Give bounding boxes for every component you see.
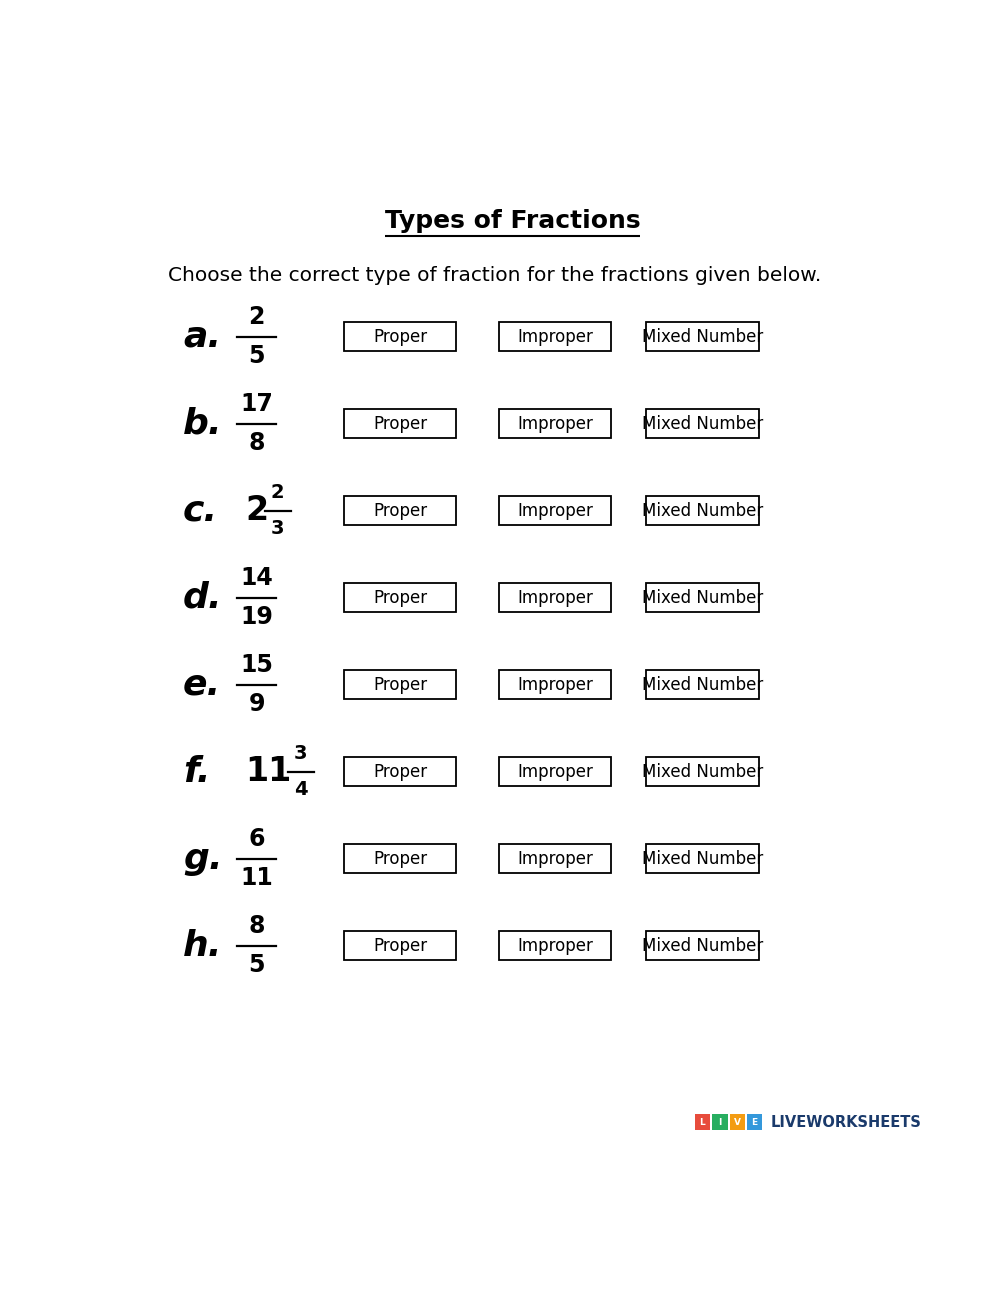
FancyBboxPatch shape bbox=[695, 1114, 710, 1130]
Text: Improper: Improper bbox=[517, 502, 593, 520]
Text: h.: h. bbox=[183, 928, 223, 963]
FancyBboxPatch shape bbox=[344, 844, 456, 873]
Text: Improper: Improper bbox=[517, 328, 593, 346]
FancyBboxPatch shape bbox=[499, 584, 611, 612]
Text: 4: 4 bbox=[294, 780, 308, 799]
Text: V: V bbox=[734, 1118, 741, 1127]
FancyBboxPatch shape bbox=[499, 931, 611, 961]
Text: a.: a. bbox=[183, 320, 221, 354]
Text: 2: 2 bbox=[271, 483, 284, 502]
FancyBboxPatch shape bbox=[730, 1114, 745, 1130]
Text: Choose the correct type of fraction for the fractions given below.: Choose the correct type of fraction for … bbox=[168, 266, 821, 284]
Text: 17: 17 bbox=[240, 392, 273, 417]
FancyBboxPatch shape bbox=[499, 670, 611, 700]
FancyBboxPatch shape bbox=[499, 409, 611, 438]
FancyBboxPatch shape bbox=[646, 757, 759, 786]
FancyBboxPatch shape bbox=[499, 496, 611, 525]
Text: Proper: Proper bbox=[373, 849, 427, 868]
FancyBboxPatch shape bbox=[646, 670, 759, 700]
Text: Mixed Number: Mixed Number bbox=[642, 937, 763, 955]
FancyBboxPatch shape bbox=[344, 584, 456, 612]
Text: LIVEWORKSHEETS: LIVEWORKSHEETS bbox=[771, 1114, 921, 1130]
FancyBboxPatch shape bbox=[646, 409, 759, 438]
FancyBboxPatch shape bbox=[712, 1114, 728, 1130]
Text: 11: 11 bbox=[245, 755, 291, 789]
Text: 15: 15 bbox=[240, 653, 273, 678]
Text: 2: 2 bbox=[249, 306, 265, 329]
FancyBboxPatch shape bbox=[344, 931, 456, 961]
Text: Proper: Proper bbox=[373, 937, 427, 955]
Text: 5: 5 bbox=[248, 953, 265, 977]
Text: Improper: Improper bbox=[517, 763, 593, 781]
Text: f.: f. bbox=[183, 755, 211, 789]
FancyBboxPatch shape bbox=[499, 844, 611, 873]
Text: Mixed Number: Mixed Number bbox=[642, 414, 763, 432]
Text: Mixed Number: Mixed Number bbox=[642, 763, 763, 781]
Text: 3: 3 bbox=[294, 745, 308, 763]
FancyBboxPatch shape bbox=[344, 670, 456, 700]
Text: Mixed Number: Mixed Number bbox=[642, 328, 763, 346]
FancyBboxPatch shape bbox=[646, 496, 759, 525]
Text: Proper: Proper bbox=[373, 414, 427, 432]
Text: E: E bbox=[752, 1118, 758, 1127]
FancyBboxPatch shape bbox=[646, 321, 759, 351]
Text: Improper: Improper bbox=[517, 849, 593, 868]
Text: Types of Fractions: Types of Fractions bbox=[385, 209, 640, 234]
Text: g.: g. bbox=[183, 842, 223, 875]
FancyBboxPatch shape bbox=[499, 321, 611, 351]
Text: 5: 5 bbox=[248, 343, 265, 368]
FancyBboxPatch shape bbox=[646, 931, 759, 961]
Text: e.: e. bbox=[183, 667, 221, 702]
Text: Proper: Proper bbox=[373, 675, 427, 693]
Text: 9: 9 bbox=[248, 692, 265, 717]
Text: Improper: Improper bbox=[517, 675, 593, 693]
FancyBboxPatch shape bbox=[344, 757, 456, 786]
Text: 14: 14 bbox=[240, 567, 273, 590]
Text: Mixed Number: Mixed Number bbox=[642, 675, 763, 693]
Text: 2: 2 bbox=[245, 494, 268, 527]
FancyBboxPatch shape bbox=[499, 757, 611, 786]
Text: 8: 8 bbox=[248, 914, 265, 939]
FancyBboxPatch shape bbox=[344, 409, 456, 438]
Text: Mixed Number: Mixed Number bbox=[642, 502, 763, 520]
Text: 3: 3 bbox=[271, 519, 284, 538]
FancyBboxPatch shape bbox=[747, 1114, 762, 1130]
Text: Improper: Improper bbox=[517, 414, 593, 432]
FancyBboxPatch shape bbox=[646, 844, 759, 873]
Text: L: L bbox=[700, 1118, 705, 1127]
Text: Proper: Proper bbox=[373, 328, 427, 346]
Text: Proper: Proper bbox=[373, 763, 427, 781]
Text: Mixed Number: Mixed Number bbox=[642, 849, 763, 868]
FancyBboxPatch shape bbox=[344, 321, 456, 351]
Text: 19: 19 bbox=[240, 605, 273, 629]
Text: Proper: Proper bbox=[373, 502, 427, 520]
Text: Mixed Number: Mixed Number bbox=[642, 589, 763, 607]
Text: b.: b. bbox=[183, 407, 223, 440]
Text: 6: 6 bbox=[248, 828, 265, 852]
Text: 8: 8 bbox=[248, 431, 265, 454]
FancyBboxPatch shape bbox=[344, 496, 456, 525]
Text: c.: c. bbox=[183, 493, 218, 528]
Text: 11: 11 bbox=[240, 866, 273, 889]
FancyBboxPatch shape bbox=[646, 584, 759, 612]
Text: Improper: Improper bbox=[517, 589, 593, 607]
Text: Improper: Improper bbox=[517, 937, 593, 955]
Text: Proper: Proper bbox=[373, 589, 427, 607]
Text: I: I bbox=[718, 1118, 721, 1127]
Text: d.: d. bbox=[183, 581, 223, 615]
